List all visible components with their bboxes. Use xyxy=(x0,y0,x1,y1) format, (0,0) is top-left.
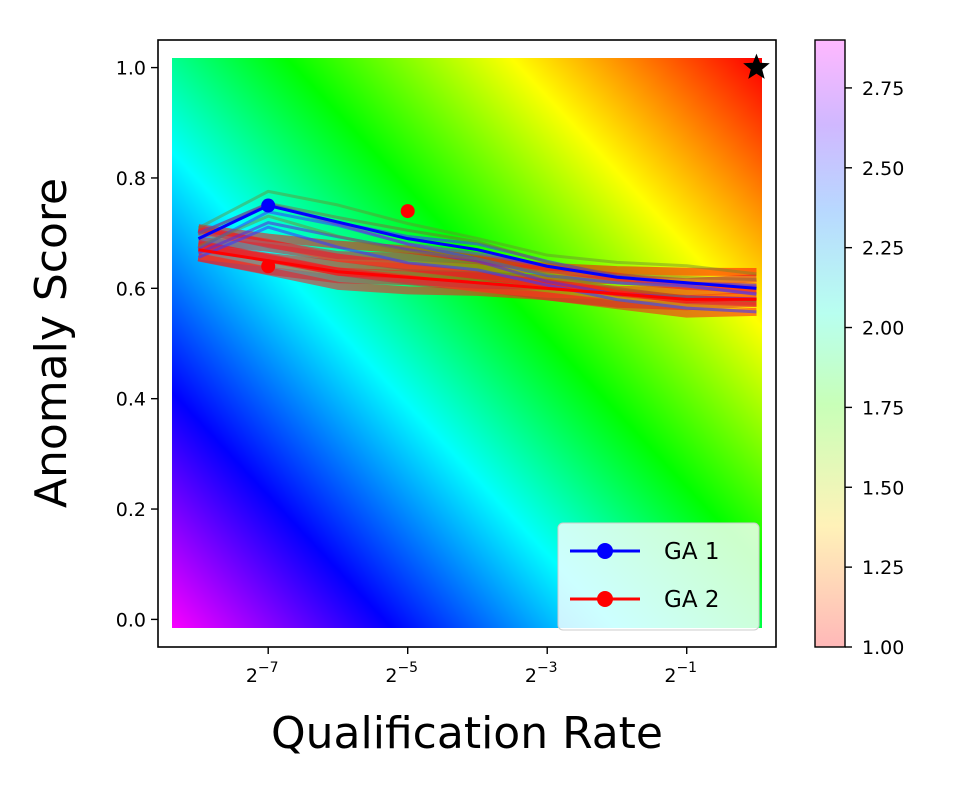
x-tick-label: 2−1 xyxy=(664,660,697,687)
ideal-point-star-icon xyxy=(743,53,770,79)
legend-entry-ga1: GA 1 xyxy=(570,539,720,565)
y-tick-label: 0.8 xyxy=(116,168,146,190)
colorbar-tick-label: 1.25 xyxy=(862,557,904,579)
y-tick-label: 0.4 xyxy=(116,389,146,411)
x-tick-label: 2−3 xyxy=(525,660,558,687)
band-line xyxy=(197,214,757,303)
highlight-marker-ga2 xyxy=(400,204,415,219)
legend-label-ga2: GA 2 xyxy=(664,587,720,613)
colorbar-ticks: 1.00 1.25 1.50 1.75 2.00 2.25 2.50 2.75 xyxy=(845,78,904,659)
highlight-marker-ga2 xyxy=(261,259,276,274)
series-line-ga2 xyxy=(198,248,757,301)
legend-marker-ga2 xyxy=(597,591,613,607)
colorbar-tick-label: 2.75 xyxy=(862,78,904,100)
colorbar-tick-label: 2.25 xyxy=(862,238,904,260)
y-tick-label: 0.0 xyxy=(116,609,146,631)
colorbar: 1.00 1.25 1.50 1.75 2.00 2.25 2.50 2.75 xyxy=(814,39,904,659)
axes-frame xyxy=(157,39,777,648)
y-tick-label: 0.2 xyxy=(116,499,146,521)
legend-entry-ga2: GA 2 xyxy=(570,587,720,613)
x-tick-label: 2−5 xyxy=(385,660,418,687)
legend-marker-ga1 xyxy=(597,543,613,559)
band-line xyxy=(197,189,757,276)
colorbar-tick-label: 1.50 xyxy=(862,477,904,499)
x-tick-label: 2−7 xyxy=(246,660,279,687)
x-axis-label: Qualification Rate xyxy=(271,708,663,759)
colorbar-tick-label: 2.00 xyxy=(862,318,904,340)
legend: GA 1 GA 2 xyxy=(557,522,760,631)
legend-label-ga1: GA 1 xyxy=(664,539,720,565)
highlight-marker-ga1 xyxy=(261,198,276,213)
y-axis-label: Anomaly Score xyxy=(26,178,77,508)
colorbar-tick-label: 1.75 xyxy=(862,397,904,419)
band-line xyxy=(197,210,757,296)
highlight-markers xyxy=(261,198,415,274)
band-line xyxy=(197,221,757,301)
band-line xyxy=(197,225,757,314)
y-axis: 0.0 0.2 0.4 0.6 0.8 1.0 xyxy=(116,58,158,631)
y-tick-label: 1.0 xyxy=(116,58,146,80)
legend-box xyxy=(557,522,760,631)
colorbar-frame xyxy=(814,39,846,648)
colorbar-gradient xyxy=(815,40,845,647)
colorbar-tick-label: 1.00 xyxy=(862,637,904,659)
colorbar-tick-label: 2.50 xyxy=(862,158,904,180)
x-axis: 2−7 2−5 2−3 2−1 xyxy=(246,647,697,687)
series-line-ga1 xyxy=(197,203,757,290)
series-lines xyxy=(197,203,757,301)
y-tick-label: 0.6 xyxy=(116,278,146,300)
band-line xyxy=(197,201,757,282)
